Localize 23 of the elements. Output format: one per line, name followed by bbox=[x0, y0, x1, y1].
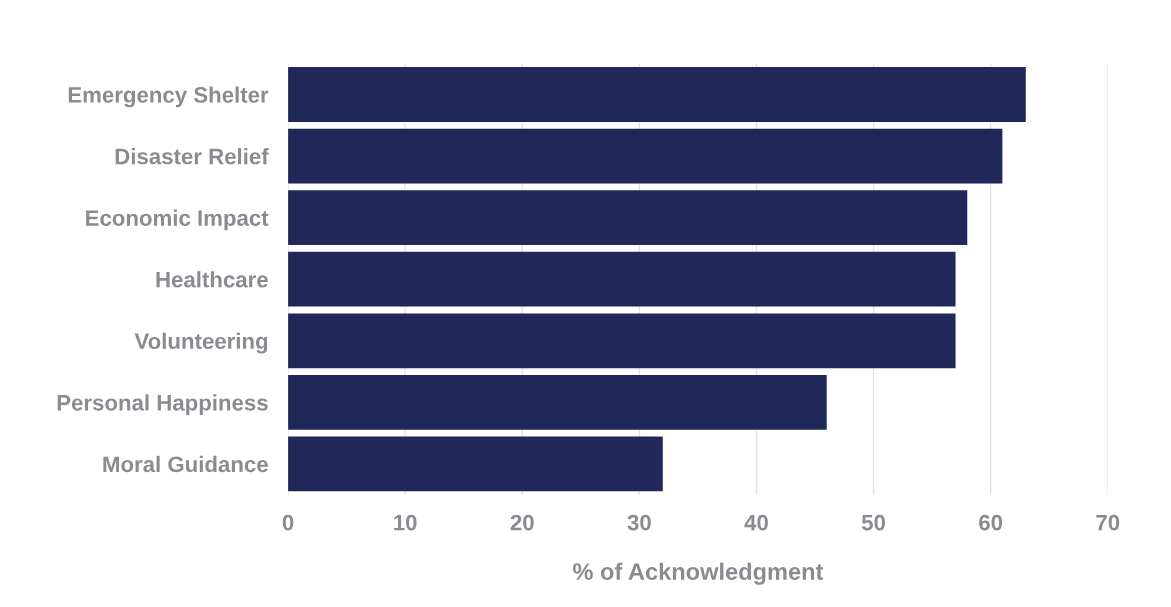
x-tick-label: 30 bbox=[627, 514, 651, 531]
y-tick-label: Volunteering bbox=[134, 332, 268, 354]
bar bbox=[288, 251, 956, 307]
x-tick-label: 40 bbox=[744, 514, 768, 531]
y-tick-label: Moral Guidance bbox=[103, 455, 268, 473]
y-tick-label: Disaster Relief bbox=[115, 148, 269, 165]
y-tick-label: Personal Happiness bbox=[57, 394, 268, 416]
x-tick-label: 20 bbox=[510, 514, 534, 531]
y-tick-label: Healthcare bbox=[156, 271, 268, 288]
y-tick-label: Economic Impact bbox=[86, 209, 269, 231]
bar bbox=[288, 128, 1003, 184]
x-axis-title: % of Acknowledgment bbox=[573, 562, 824, 585]
x-tick-label: 70 bbox=[1096, 514, 1120, 531]
bar bbox=[288, 313, 956, 369]
bar bbox=[288, 67, 1026, 122]
bar bbox=[288, 374, 827, 430]
x-tick-label: 60 bbox=[979, 514, 1003, 531]
y-tick-label: Emergency Shelter bbox=[68, 86, 269, 108]
x-tick-label: 10 bbox=[394, 514, 417, 531]
x-tick-label: 0 bbox=[282, 514, 294, 531]
x-tick-label: 50 bbox=[861, 514, 886, 531]
bar bbox=[288, 190, 968, 246]
bar bbox=[288, 436, 663, 492]
